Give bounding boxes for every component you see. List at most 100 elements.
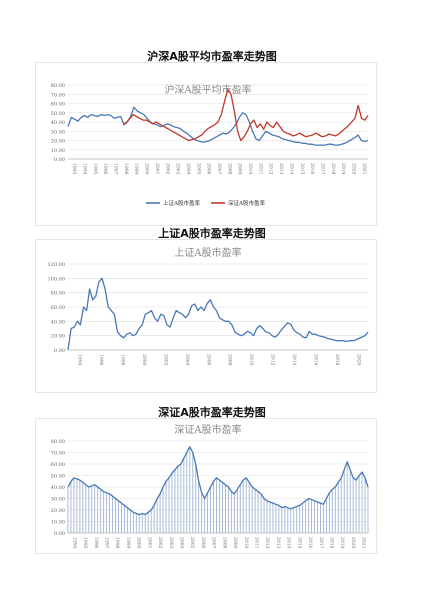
x-tick-label: 2018: [330, 163, 336, 175]
y-tick-label: 50.00: [51, 111, 65, 117]
y-tick-label: 80.00: [51, 439, 65, 445]
x-tick-label: 2017: [318, 537, 324, 549]
y-tick-label: 70.00: [51, 451, 65, 457]
x-tick-label: 2008: [221, 537, 227, 549]
x-tick-label: 2008: [226, 163, 232, 175]
y-tick-label: 20.00: [51, 139, 65, 145]
x-tick-label: 2006: [200, 537, 206, 549]
x-tick-label: 2004: [184, 354, 190, 366]
x-tick-label: 2015: [296, 537, 302, 549]
chart1-section-title: 沪深A股平均市盈率走势图: [147, 50, 277, 63]
y-tick-label: 30.00: [51, 497, 65, 503]
x-tick-label: 2020: [350, 537, 356, 549]
chart3-svg: 深证A股市盈率 0.00 10.00 20.00 30.00 40.00 50.00 60.…: [51, 423, 369, 549]
y-tick-label: 40.00: [51, 319, 65, 325]
x-tick-label: 2021: [361, 163, 367, 175]
x-tick-label: 2012: [270, 354, 276, 366]
y-tick-label: 30.00: [51, 129, 65, 135]
x-tick-label: 2011: [257, 163, 263, 175]
chart2-title: 上证A股市盈率: [174, 246, 241, 259]
x-tick-label: 1995: [82, 537, 88, 549]
y-tick-label: 50.00: [51, 474, 65, 480]
y-tick-label: 20.00: [51, 334, 65, 340]
chart3-section-title: 深证A股市盈率走势图: [158, 406, 266, 419]
x-tick-label: 2014: [286, 537, 292, 549]
x-tick-label: 1994: [82, 163, 88, 175]
x-tick-label: 1999: [125, 537, 131, 549]
x-tick-label: 2006: [205, 354, 211, 366]
x-tick-label: 2015: [299, 163, 305, 175]
chart1-panel: 沪深A股平均市盈率 0.00 10.00 20.00 30.00 40.00 50.00 6…: [35, 62, 377, 226]
x-tick-label: 1998: [120, 354, 126, 366]
x-tick-label: 1994: [77, 354, 83, 366]
y-tick-label: 80.00: [51, 83, 65, 89]
chart3-title: 深证A股市盈率: [174, 423, 241, 436]
x-tick-label: 2006: [206, 163, 212, 175]
x-tick-label: 2000: [141, 354, 147, 366]
x-tick-label: 2001: [154, 163, 160, 175]
x-tick-label: 2003: [175, 163, 181, 175]
x-tick-label: 2020: [355, 354, 361, 366]
y-tick-label: 70.00: [51, 92, 65, 98]
x-tick-label: 2004: [179, 537, 185, 549]
x-tick-label: 2010: [243, 537, 249, 549]
x-tick-label: 2000: [136, 537, 142, 549]
legend-label: 上证A股市盈率: [163, 199, 200, 207]
series-line-2: [122, 88, 369, 142]
x-tick-label: 1998: [114, 537, 120, 549]
x-tick-label: 2021: [361, 537, 367, 549]
y-tick-label: 80.00: [51, 291, 65, 297]
x-tick-label: 2016: [307, 537, 313, 549]
y-tick-label: 0.00: [54, 348, 65, 354]
y-tick-label: 0.00: [54, 157, 65, 163]
x-tick-label: 2007: [211, 537, 217, 549]
y-tick-label: 120.00: [48, 262, 66, 268]
chart2-section-title: 上证A股市盈率走势图: [158, 227, 266, 240]
x-tick-label: 2003: [168, 537, 174, 549]
legend-label: 深证A股市盈率: [228, 199, 265, 207]
series-line-1: [67, 277, 369, 351]
x-tick-label: 2017: [319, 163, 325, 175]
x-tick-label: 2012: [268, 163, 274, 175]
chart3-panel: 深证A股市盈率 0.00 10.00 20.00 30.00 40.00 50.00 60.…: [35, 418, 377, 554]
x-tick-label: 1997: [113, 163, 119, 175]
series-line-1: [67, 106, 369, 146]
x-tick-label: 1998: [123, 163, 129, 175]
series-line-1: [67, 446, 369, 516]
x-tick-label: 2004: [185, 163, 191, 175]
y-tick-label: 20.00: [51, 508, 65, 514]
chart1-svg: 沪深A股平均市盈率 0.0010.0020.0030.0040.0050.006…: [51, 83, 369, 207]
x-tick-label: 2013: [278, 163, 284, 175]
x-tick-label: 2014: [291, 354, 297, 366]
y-tick-label: 40.00: [51, 485, 65, 491]
x-tick-label: 1994: [71, 537, 77, 549]
x-tick-label: 2018: [334, 354, 340, 366]
x-tick-label: 1993: [71, 163, 77, 175]
x-tick-label: 2005: [189, 537, 195, 549]
chart2-panel: 上证A股市盈率 0.00 20.00 40.00 60.00 80.00 100.00 12…: [35, 239, 377, 393]
x-tick-label: 2019: [339, 537, 345, 549]
x-tick-label: 2019: [340, 163, 346, 175]
x-tick-label: 2020: [350, 163, 356, 175]
y-tick-label: 40.00: [51, 120, 65, 126]
y-tick-label: 10.00: [51, 148, 65, 154]
x-tick-label: 1996: [98, 354, 104, 366]
y-tick-label: 10.00: [51, 520, 65, 526]
y-tick-label: 60.00: [51, 305, 65, 311]
x-tick-label: 1997: [104, 537, 110, 549]
y-tick-label: 60.00: [51, 102, 65, 108]
x-tick-label: 2009: [232, 537, 238, 549]
x-tick-label: 1996: [93, 537, 99, 549]
y-tick-label: 0.00: [54, 531, 65, 537]
y-tick-label: 100.00: [48, 276, 66, 282]
x-tick-label: 2013: [275, 537, 281, 549]
x-tick-label: 2002: [164, 163, 170, 175]
x-tick-label: 2010: [247, 163, 253, 175]
y-tick-label: 60.00: [51, 462, 65, 468]
x-tick-label: 2014: [288, 163, 294, 175]
x-tick-label: 2007: [216, 163, 222, 175]
x-tick-label: 2009: [237, 163, 243, 175]
x-tick-label: 2011: [254, 537, 260, 549]
x-tick-label: 2010: [248, 354, 254, 366]
x-tick-label: 1995: [92, 163, 98, 175]
